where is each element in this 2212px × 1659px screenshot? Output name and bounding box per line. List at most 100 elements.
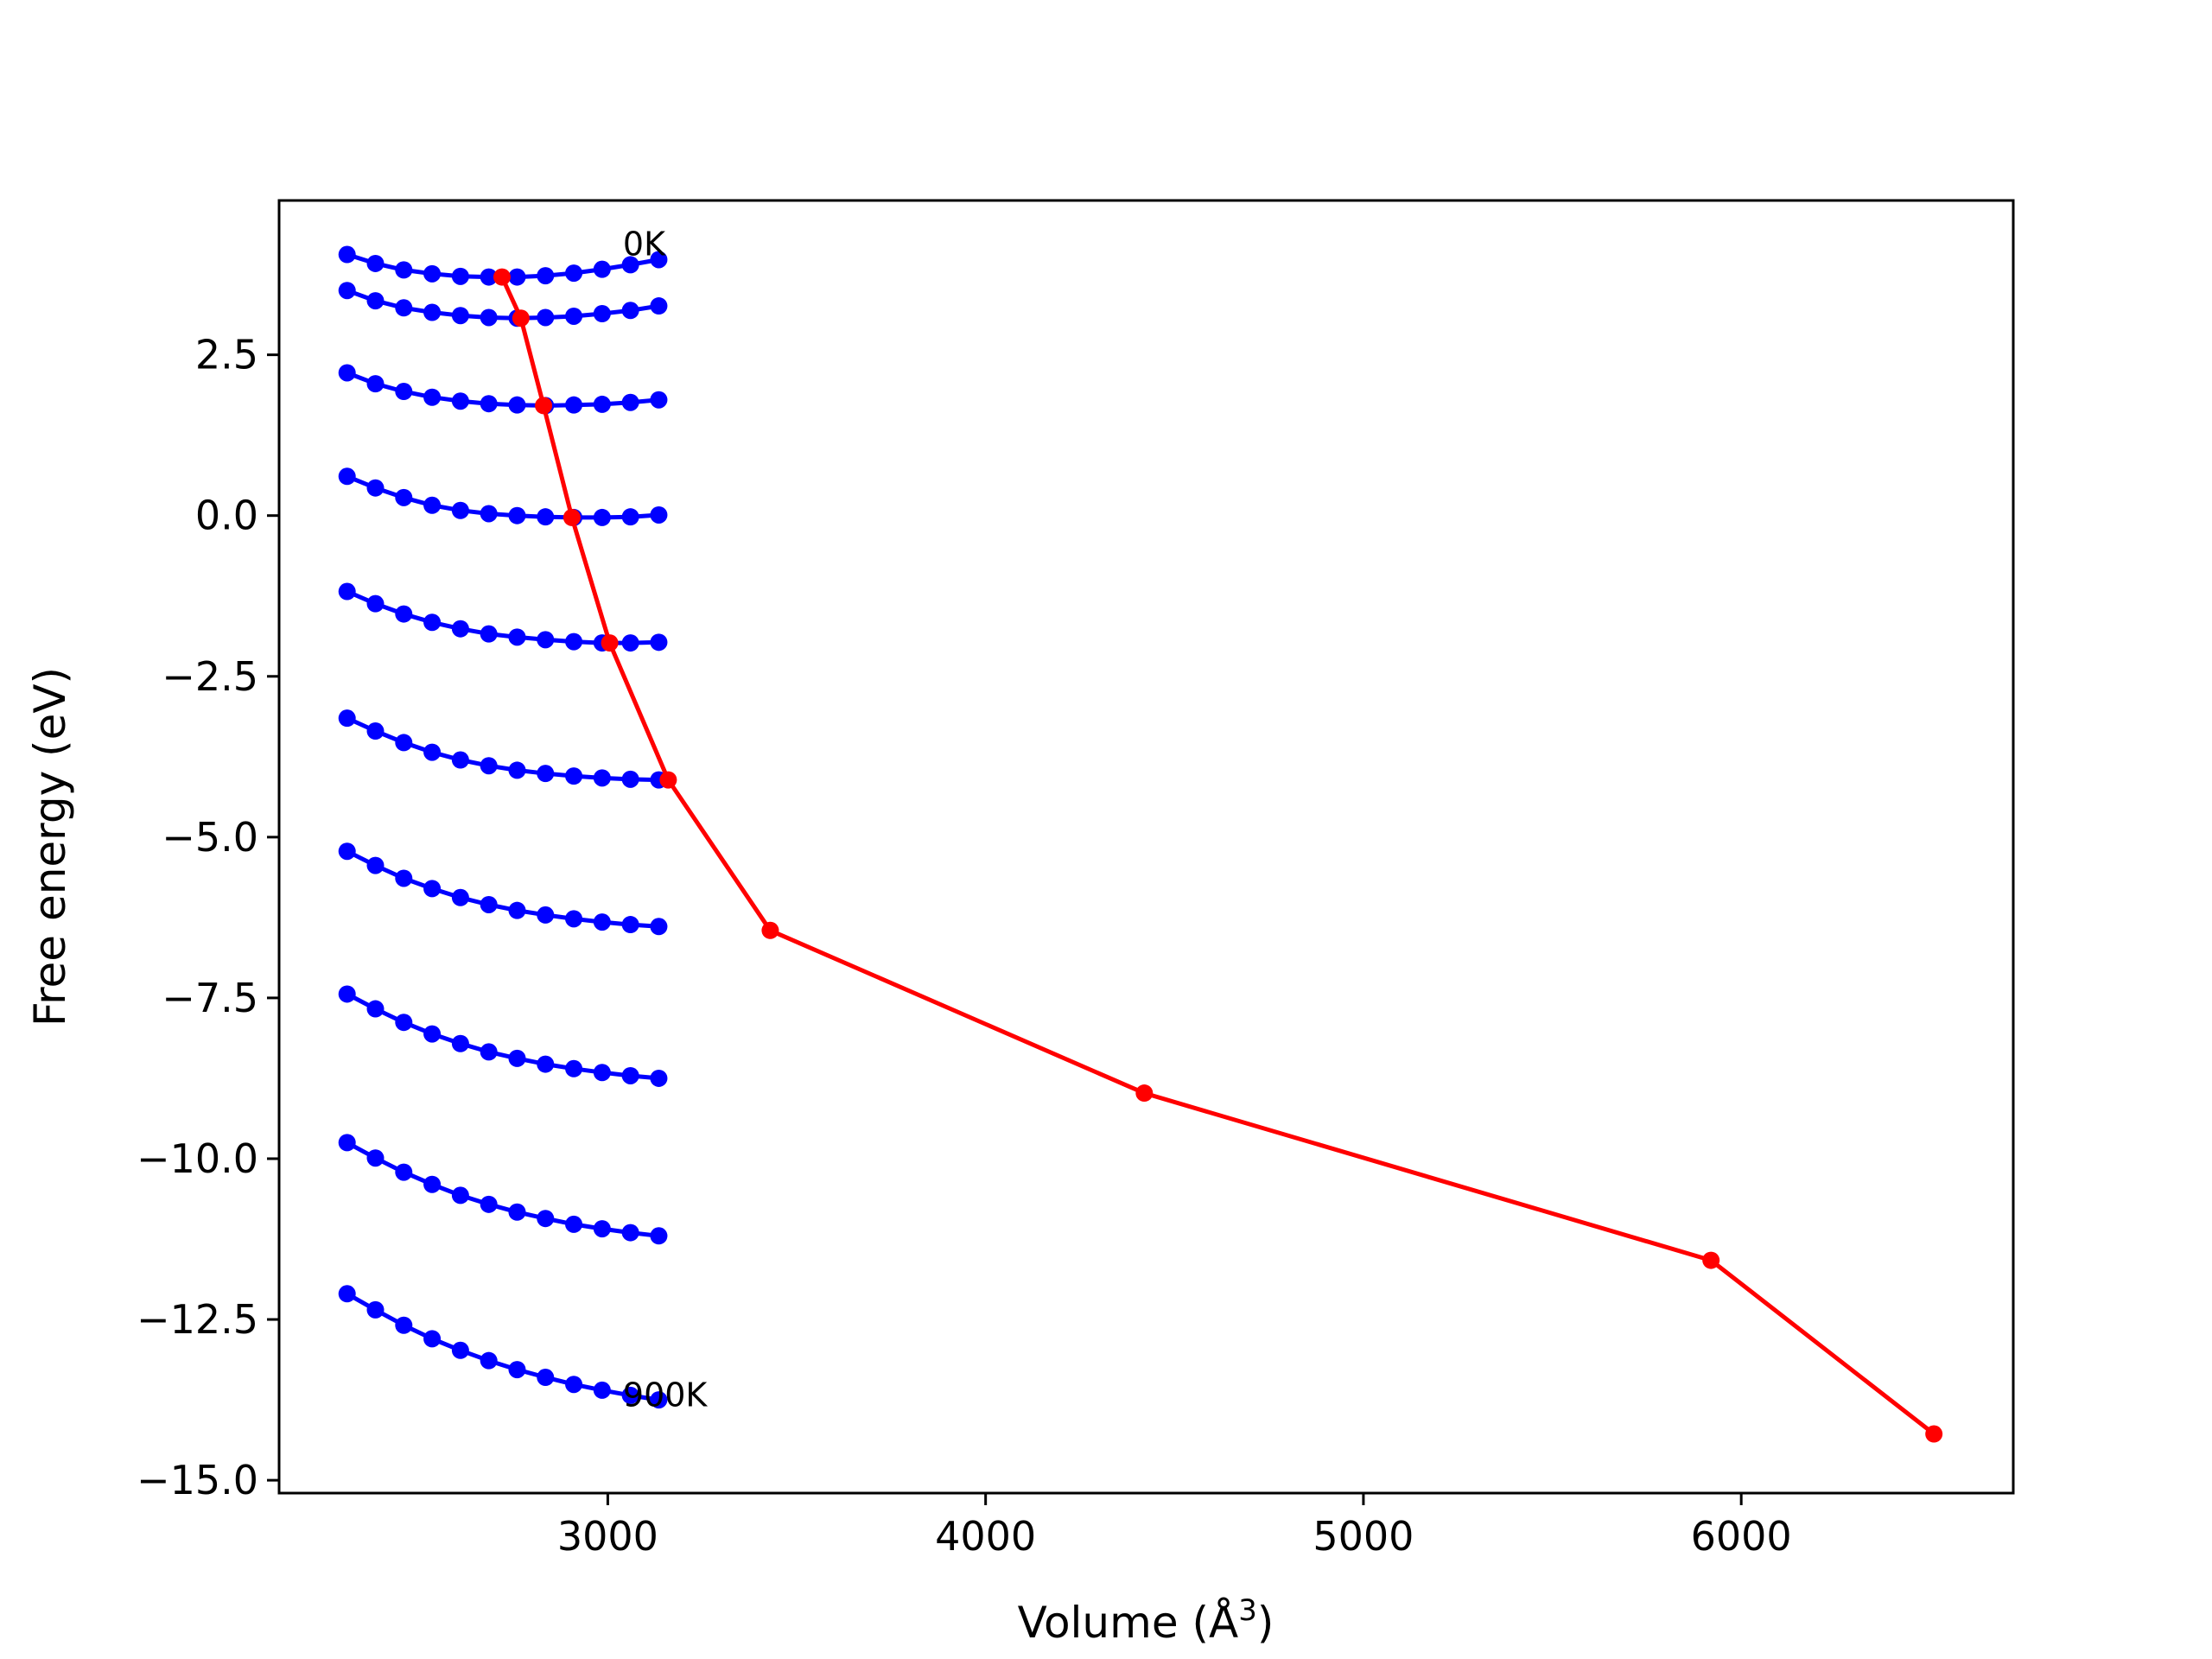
isotherm-point (451, 888, 469, 906)
isotherm-point (565, 632, 583, 651)
isotherm-point (593, 260, 611, 278)
minimum-path-point (493, 268, 511, 286)
isotherm-point (338, 245, 356, 264)
isotherm-point (565, 1215, 583, 1233)
isotherm-point (537, 765, 555, 783)
isotherm-point (423, 1025, 442, 1043)
isotherm-point (593, 1064, 611, 1082)
minimum-path-point (1925, 1425, 1943, 1443)
isotherm-point (593, 395, 611, 413)
isotherm-point (650, 1227, 668, 1245)
isotherm-point (366, 479, 385, 497)
isotherm-point (537, 1055, 555, 1073)
isotherm-point (395, 734, 413, 752)
isotherm-point (650, 297, 668, 315)
isotherm-point (593, 304, 611, 322)
isotherm-point (508, 1203, 526, 1221)
isotherm-point (451, 1186, 469, 1205)
isotherm-point (366, 254, 385, 272)
isotherm-point (480, 895, 498, 913)
isotherm-point (451, 1034, 469, 1052)
isotherm-point (338, 282, 356, 300)
isotherm-point (621, 393, 639, 411)
isotherm-point (565, 264, 583, 283)
isotherm-point (621, 256, 639, 274)
isotherm-point (565, 396, 583, 414)
isotherm-point (480, 1195, 498, 1213)
isotherm-point (565, 307, 583, 325)
isotherm-point (423, 1330, 442, 1348)
isotherm-point (537, 308, 555, 327)
minimum-path-point (1135, 1084, 1154, 1103)
plot-area: 0K 900K (338, 225, 1943, 1443)
isotherm-point (338, 842, 356, 861)
y-axis-label: Free energy (eV) (25, 667, 75, 1027)
isotherm-point (338, 985, 356, 1003)
isotherm-series-3 (338, 467, 668, 526)
isotherm-point (395, 261, 413, 279)
isotherm-point (366, 292, 385, 310)
minimum-path-point (601, 634, 619, 652)
isotherm-point (338, 709, 356, 728)
minimum-path-point (1702, 1251, 1720, 1269)
isotherm-point (366, 1000, 385, 1018)
isotherm-point (338, 467, 356, 486)
isotherm-point (480, 1351, 498, 1370)
y-tick-label: −15.0 (137, 1457, 258, 1503)
isotherm-point (395, 1014, 413, 1032)
isotherm-point (480, 1043, 498, 1061)
tick-layer: 3000 4000 5000 6000 2.5 0.0 −2.5 −5.0 −7.5 −10.0 −… (137, 332, 1792, 1560)
isotherm-point (423, 880, 442, 898)
isotherm-point (366, 1300, 385, 1319)
isotherm-point (537, 631, 555, 649)
isotherm-series-5 (338, 709, 668, 789)
y-tick-label: 2.5 (195, 332, 258, 378)
isotherm-point (508, 506, 526, 524)
isotherm-point (480, 625, 498, 643)
isotherm-point (395, 299, 413, 317)
isotherm-point (621, 634, 639, 652)
y-tick-label: −7.5 (162, 975, 258, 1021)
isotherm-point (480, 268, 498, 286)
isotherm-point (423, 303, 442, 321)
isotherm-point (508, 396, 526, 414)
isotherm-point (621, 508, 639, 526)
isotherm-point (621, 770, 639, 788)
minimum-path-point (563, 508, 581, 526)
isotherm-point (565, 767, 583, 785)
isotherm-point (565, 1376, 583, 1394)
isotherm-point (621, 1066, 639, 1084)
isotherm-point (650, 251, 668, 269)
isotherm-point (423, 743, 442, 761)
isotherm-point (395, 488, 413, 506)
isotherm-point (537, 1210, 555, 1228)
isotherm-point (593, 1220, 611, 1238)
minimum-path-point (761, 921, 779, 939)
isotherm-point (451, 307, 469, 325)
isotherm-point (423, 613, 442, 632)
isotherm-point (508, 761, 526, 779)
isotherm-point (565, 910, 583, 928)
isotherm-point (451, 392, 469, 410)
isotherm-point (451, 620, 469, 638)
isotherm-point (366, 594, 385, 613)
isotherm-point (395, 1163, 413, 1181)
isotherm-series-9 (338, 1285, 668, 1409)
isotherm-point (508, 901, 526, 919)
isotherm-point (621, 302, 639, 320)
x-tick-label: 5000 (1313, 1513, 1414, 1560)
y-tick-label: −10.0 (137, 1135, 258, 1182)
axes-frame (277, 199, 2015, 1495)
temperature-annotation: 900K (623, 1376, 709, 1414)
isotherm-point (650, 505, 668, 524)
x-tick-label: 4000 (935, 1513, 1036, 1560)
minimum-path-point (512, 309, 530, 327)
isotherm-point (451, 1341, 469, 1359)
isotherm-point (480, 308, 498, 327)
y-tick-label: 0.0 (195, 493, 258, 539)
minimum-path-point (659, 771, 677, 789)
isotherm-point (508, 268, 526, 286)
isotherm-point (366, 722, 385, 741)
